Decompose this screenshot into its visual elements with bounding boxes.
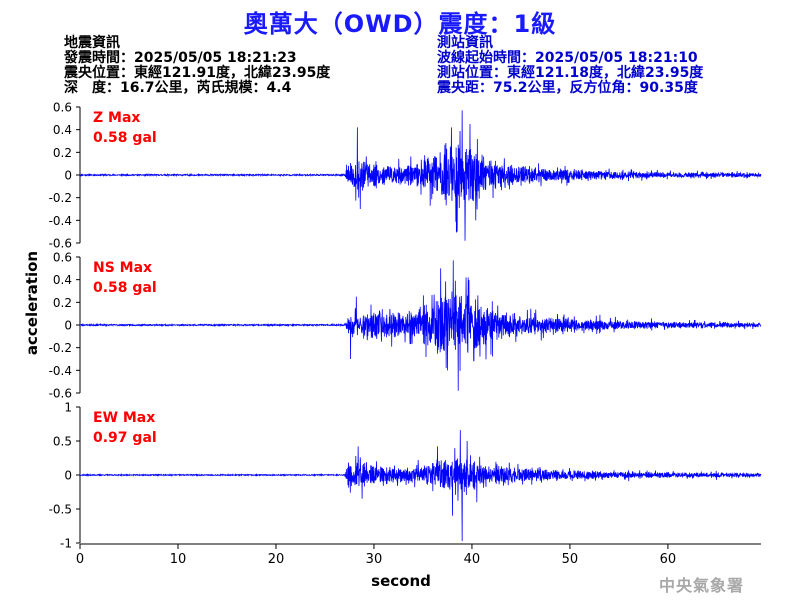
y-tick-label: 1 — [64, 401, 72, 415]
y-tick-label: -0.6 — [49, 387, 72, 401]
x-tick-label: 10 — [170, 552, 187, 567]
x-axis-label: second — [371, 572, 431, 590]
x-tick-label: 40 — [464, 552, 481, 567]
y-tick-label: 0.6 — [53, 101, 72, 115]
y-tick-label: -0.4 — [49, 214, 72, 228]
max-label: Z Max — [93, 110, 140, 126]
station-location: 測站位置：東經121.18度，北緯23.95度 — [437, 65, 704, 81]
y-tick-label: -0.6 — [49, 237, 72, 251]
station-info: 測站資訊 波線起始時間：2025/05/05 18:21:10 測站位置：東經1… — [437, 36, 703, 96]
wave-start-time: 波線起始時間：2025/05/05 18:21:10 — [437, 50, 698, 66]
panel-ns: 0.6 0.4 0.2 0 -0.2 -0.4 -0.6 NS Max 0.58 gal — [49, 251, 762, 401]
y-tick-label: 0.2 — [53, 146, 72, 160]
y-tick-label: 0.4 — [53, 273, 72, 287]
max-label: EW Max — [93, 410, 155, 426]
waveform-z — [79, 110, 762, 241]
max-value: 0.58 gal — [93, 130, 157, 146]
quake-info-heading: 地震資訊 — [64, 35, 120, 51]
x-tick-label: 0 — [76, 552, 84, 567]
y-tick-label: 0 — [64, 469, 72, 483]
x-tick-label: 30 — [366, 552, 383, 567]
y-tick-label: -0.5 — [49, 503, 72, 517]
y-tick-label: 0.6 — [53, 251, 72, 265]
y-tick-label: 0.4 — [53, 123, 72, 137]
agency-logo: 中央氣象署 — [658, 576, 744, 595]
quake-info: 地震資訊 發震時間：2025/05/05 18:21:23 震央位置：東經121… — [64, 36, 330, 96]
page-title: 奧萬大（OWD）震度：1級 — [243, 10, 557, 38]
y-tick-label: -0.4 — [49, 364, 72, 378]
panel-ew: 1 0.5 0 -0.5 -1 EW Max 0.97 gal — [49, 401, 762, 551]
x-tick-label: 60 — [660, 552, 677, 567]
y-axis-label: acceleration — [23, 251, 41, 355]
y-tick-label: 0.2 — [53, 296, 72, 310]
depth-magnitude: 深 度：16.7公里，芮氏規模：4.4 — [64, 80, 292, 96]
origin-time: 發震時間：2025/05/05 18:21:23 — [64, 50, 297, 66]
max-value: 0.58 gal — [93, 280, 157, 296]
epicentral-distance: 震央距：75.2公里，反方位角：90.35度 — [437, 80, 698, 96]
waveform-ns — [79, 260, 762, 391]
y-tick-label: 0.5 — [53, 435, 72, 449]
x-tick-label: 50 — [562, 552, 579, 567]
y-tick-label: -1 — [60, 537, 72, 551]
y-tick-label: 0 — [64, 319, 72, 333]
epicenter: 震央位置：東經121.91度，北緯23.95度 — [64, 65, 331, 81]
waveform-ew — [79, 430, 762, 541]
y-tick-label: -0.2 — [49, 341, 72, 355]
y-tick-label: 0 — [64, 169, 72, 183]
x-tick-label: 20 — [268, 552, 285, 567]
panel-z: 0.6 0.4 0.2 0 -0.2 -0.4 -0.6 Z Max 0.58 gal — [49, 101, 762, 251]
y-tick-label: -0.2 — [49, 191, 72, 205]
max-label: NS Max — [93, 260, 152, 276]
station-info-heading: 測站資訊 — [437, 35, 493, 51]
max-value: 0.97 gal — [93, 430, 157, 446]
